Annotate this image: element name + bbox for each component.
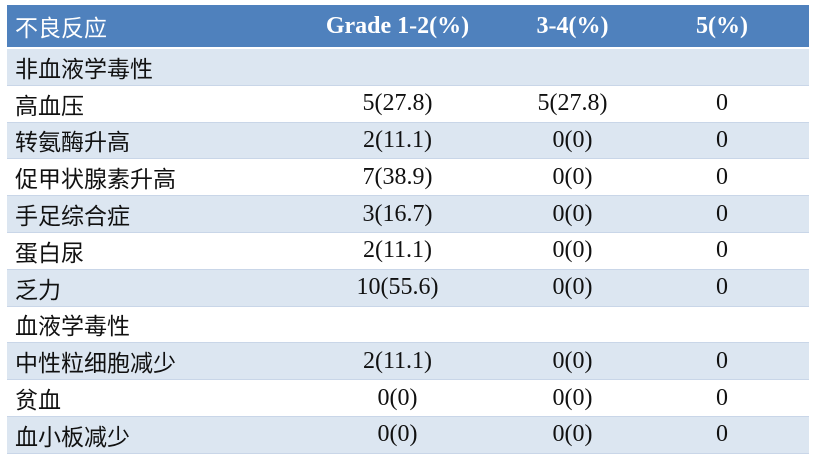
row-label: 乏力: [7, 269, 285, 307]
cell-grade-1-2: 7(38.9): [285, 158, 510, 197]
cell-grade-1-2: 3(16.7): [285, 195, 510, 233]
row-label: 贫血: [7, 379, 285, 417]
cell-grade-3-4: 0(0): [510, 416, 635, 454]
table-row: 高血压 5(27.8) 5(27.8) 0: [7, 85, 809, 123]
cell-grade-1-2: 2(11.1): [285, 342, 510, 381]
header-grade-3-4: 3-4(%): [510, 5, 635, 49]
table-row: 促甲状腺素升高 7(38.9) 0(0) 0: [7, 158, 809, 197]
cell-grade-1-2: 10(55.6): [285, 269, 510, 307]
cell-grade-5: 0: [635, 85, 809, 123]
row-label: 蛋白尿: [7, 232, 285, 270]
row-label: 转氨酶升高: [7, 122, 285, 160]
cell-grade-1-2: [285, 48, 510, 86]
header-adverse-reaction: 不良反应: [7, 5, 285, 49]
row-label: 中性粒细胞减少: [7, 342, 285, 381]
section-row: 血液学毒性: [7, 306, 809, 344]
row-label: 高血压: [7, 85, 285, 123]
table-row: 贫血 0(0) 0(0) 0: [7, 379, 809, 417]
cell-grade-3-4: [510, 48, 635, 86]
table-row: 中性粒细胞减少 2(11.1) 0(0) 0: [7, 342, 809, 381]
cell-grade-3-4: 0(0): [510, 122, 635, 160]
cell-grade-5: [635, 48, 809, 86]
cell-grade-5: 0: [635, 232, 809, 270]
cell-grade-3-4: 0(0): [510, 379, 635, 417]
cell-grade-5: [635, 306, 809, 344]
cell-grade-1-2: 2(11.1): [285, 232, 510, 270]
cell-grade-5: 0: [635, 416, 809, 454]
cell-grade-3-4: 0(0): [510, 195, 635, 233]
cell-grade-3-4: 0(0): [510, 158, 635, 197]
table-row: 乏力 10(55.6) 0(0) 0: [7, 269, 809, 307]
row-label: 手足综合症: [7, 195, 285, 233]
cell-grade-1-2: 0(0): [285, 379, 510, 417]
cell-grade-1-2: [285, 306, 510, 344]
cell-grade-5: 0: [635, 122, 809, 160]
cell-grade-3-4: 5(27.8): [510, 85, 635, 123]
header-grade-5: 5(%): [635, 5, 809, 49]
row-label: 血小板减少: [7, 416, 285, 454]
cell-grade-1-2: 2(11.1): [285, 122, 510, 160]
row-label: 非血液学毒性: [7, 48, 285, 86]
table-row: 转氨酶升高 2(11.1) 0(0) 0: [7, 122, 809, 160]
cell-grade-3-4: [510, 306, 635, 344]
cell-grade-1-2: 0(0): [285, 416, 510, 454]
cell-grade-3-4: 0(0): [510, 232, 635, 270]
header-row: 不良反应 Grade 1-2(%) 3-4(%) 5(%): [7, 5, 809, 49]
table-row: 蛋白尿 2(11.1) 0(0) 0: [7, 232, 809, 270]
section-row: 非血液学毒性: [7, 48, 809, 86]
cell-grade-3-4: 0(0): [510, 342, 635, 381]
table-row: 血小板减少 0(0) 0(0) 0: [7, 416, 809, 454]
cell-grade-5: 0: [635, 379, 809, 417]
cell-grade-5: 0: [635, 342, 809, 381]
cell-grade-5: 0: [635, 195, 809, 233]
cell-grade-5: 0: [635, 269, 809, 307]
table-row: 手足综合症 3(16.7) 0(0) 0: [7, 195, 809, 233]
cell-grade-5: 0: [635, 158, 809, 197]
row-label: 血液学毒性: [7, 306, 285, 344]
adverse-events-table: 不良反应 Grade 1-2(%) 3-4(%) 5(%) 非血液学毒性 高血压 5…: [7, 5, 809, 454]
cell-grade-3-4: 0(0): [510, 269, 635, 307]
row-label: 促甲状腺素升高: [7, 158, 285, 197]
cell-grade-1-2: 5(27.8): [285, 85, 510, 123]
header-grade-1-2: Grade 1-2(%): [285, 5, 510, 49]
